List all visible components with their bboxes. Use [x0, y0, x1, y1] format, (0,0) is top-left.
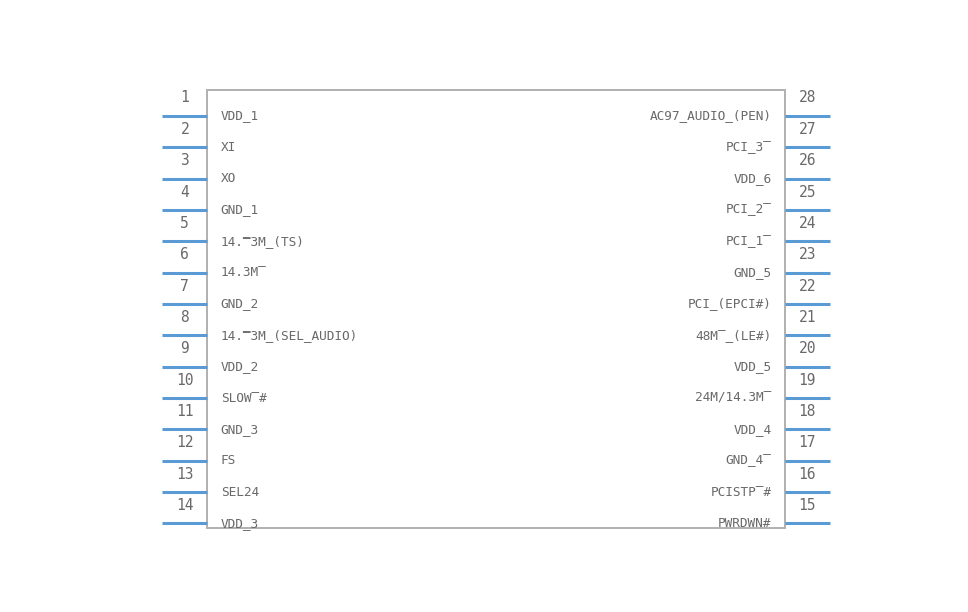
Text: 4: 4	[180, 185, 189, 200]
Text: 14: 14	[176, 498, 194, 513]
Text: PCISTP̅#: PCISTP̅#	[711, 485, 771, 499]
Text: 24: 24	[799, 216, 816, 231]
Text: SLOW̅#: SLOW̅#	[221, 392, 266, 405]
Text: 6: 6	[180, 247, 189, 263]
Text: 1: 1	[180, 91, 189, 105]
Text: 18: 18	[799, 404, 816, 419]
Text: 21: 21	[799, 310, 816, 325]
Text: 25: 25	[799, 185, 816, 200]
Text: 16: 16	[799, 467, 816, 482]
Text: 20: 20	[799, 341, 816, 356]
Text: VDD_5: VDD_5	[734, 360, 771, 373]
Text: 22: 22	[799, 278, 816, 294]
Text: 12: 12	[176, 435, 194, 450]
Text: GND_2: GND_2	[221, 297, 258, 310]
Text: PCI_1̅: PCI_1̅	[726, 235, 771, 248]
Text: 28: 28	[799, 91, 816, 105]
Text: VDD_4: VDD_4	[734, 423, 771, 436]
Text: VDD_3: VDD_3	[221, 517, 258, 530]
Text: VDD_2: VDD_2	[221, 360, 258, 373]
Text: PCI_(EPCI#): PCI_(EPCI#)	[687, 297, 771, 310]
Text: 19: 19	[799, 373, 816, 387]
Text: 26: 26	[799, 153, 816, 168]
Text: 14.̿3M_(TS): 14.̿3M_(TS)	[221, 235, 305, 248]
Text: 5: 5	[180, 216, 189, 231]
Text: 17: 17	[799, 435, 816, 450]
Text: 23: 23	[799, 247, 816, 263]
Text: 9: 9	[180, 341, 189, 356]
Text: PCI_2̅: PCI_2̅	[726, 203, 771, 217]
Text: 48M̅_(LE#): 48M̅_(LE#)	[695, 329, 771, 342]
Text: 24M/14.3M̅: 24M/14.3M̅	[695, 392, 771, 405]
Text: GND_1: GND_1	[221, 203, 258, 217]
Text: GND_3: GND_3	[221, 423, 258, 436]
Text: GND_4̅: GND_4̅	[726, 454, 771, 468]
Text: 10: 10	[176, 373, 194, 387]
Text: 8: 8	[180, 310, 189, 325]
Text: FS: FS	[221, 454, 236, 468]
Text: PWRDWN#: PWRDWN#	[718, 517, 771, 530]
Text: SEL24: SEL24	[221, 485, 258, 499]
Text: 14.3M̅: 14.3M̅	[221, 266, 266, 279]
Text: VDD_6: VDD_6	[734, 172, 771, 185]
Text: XI: XI	[221, 141, 236, 154]
Text: 14.̿3M_(SEL_AUDIO): 14.̿3M_(SEL_AUDIO)	[221, 329, 358, 342]
Text: GND_5: GND_5	[734, 266, 771, 279]
Bar	[207, 90, 785, 528]
Text: XO: XO	[221, 172, 236, 185]
Text: AC97_AUDIO_(PEN): AC97_AUDIO_(PEN)	[650, 110, 771, 122]
Text: PCI_3̅: PCI_3̅	[726, 141, 771, 154]
Text: 15: 15	[799, 498, 816, 513]
Text: VDD_1: VDD_1	[221, 110, 258, 122]
Text: 2: 2	[180, 122, 189, 137]
Text: 13: 13	[176, 467, 194, 482]
Text: 27: 27	[799, 122, 816, 137]
Text: 3: 3	[180, 153, 189, 168]
Text: 11: 11	[176, 404, 194, 419]
Text: 7: 7	[180, 278, 189, 294]
